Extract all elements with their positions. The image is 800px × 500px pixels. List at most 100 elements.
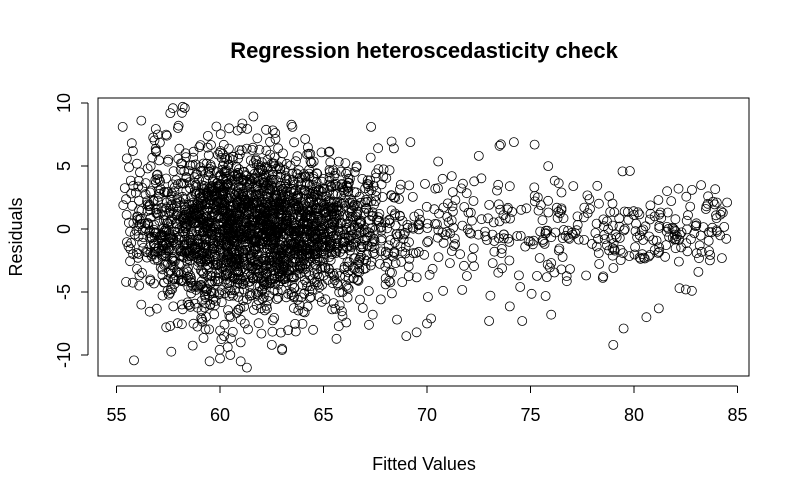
data-point <box>180 152 191 163</box>
data-point <box>278 148 288 159</box>
data-point <box>587 238 597 249</box>
data-point <box>304 248 315 259</box>
data-point <box>413 220 424 230</box>
data-point <box>304 179 315 190</box>
data-point <box>167 103 178 114</box>
data-point <box>220 269 231 280</box>
data-point <box>721 233 732 244</box>
data-point <box>328 298 339 309</box>
data-point <box>422 292 433 302</box>
data-point <box>175 276 186 286</box>
data-point <box>158 223 169 234</box>
data-point <box>324 167 335 177</box>
data-point <box>529 139 540 150</box>
data-point <box>316 223 326 234</box>
data-point <box>552 202 562 213</box>
data-point <box>313 279 323 290</box>
data-point <box>271 294 282 305</box>
data-point <box>204 356 215 367</box>
data-point <box>473 150 484 161</box>
data-point <box>171 198 182 209</box>
data-point <box>662 221 672 232</box>
data-point <box>137 182 148 193</box>
data-point <box>468 243 479 254</box>
data-point <box>292 169 303 180</box>
data-point <box>248 304 259 315</box>
data-point <box>287 184 298 195</box>
data-point <box>135 167 145 178</box>
data-point <box>228 248 239 259</box>
data-point <box>256 213 267 224</box>
data-point <box>133 175 144 186</box>
data-point <box>235 207 246 218</box>
data-point <box>464 227 475 238</box>
x-tick-label: 85 <box>727 405 747 425</box>
data-point <box>495 139 506 150</box>
data-point <box>133 195 144 206</box>
data-point <box>704 246 714 256</box>
data-point <box>229 260 240 271</box>
data-point <box>670 214 681 225</box>
data-point <box>365 175 376 186</box>
data-point <box>203 241 214 252</box>
data-point <box>394 184 405 195</box>
data-point <box>294 300 305 311</box>
data-point <box>653 195 664 205</box>
data-point <box>338 243 349 254</box>
data-point <box>703 235 714 246</box>
data-point <box>378 164 389 175</box>
data-point <box>320 241 331 252</box>
data-point <box>355 244 366 255</box>
data-point <box>593 248 604 259</box>
data-point <box>607 250 618 261</box>
data-point <box>431 219 442 230</box>
data-point <box>196 313 207 323</box>
data-point <box>669 234 680 245</box>
data-point <box>247 256 258 267</box>
data-point <box>558 225 569 235</box>
data-point <box>534 253 545 263</box>
data-point <box>355 197 366 208</box>
data-point <box>381 173 392 184</box>
data-point <box>320 294 331 305</box>
data-point <box>493 199 504 210</box>
data-point <box>278 231 289 242</box>
data-point <box>317 191 328 202</box>
data-point <box>400 242 411 252</box>
data-point <box>717 253 727 264</box>
data-point <box>156 249 167 259</box>
data-point <box>484 199 495 210</box>
data-point <box>614 213 625 224</box>
data-point <box>386 288 397 299</box>
data-point <box>591 218 602 229</box>
data-point <box>623 206 633 217</box>
data-point <box>408 248 419 259</box>
data-point <box>189 172 200 183</box>
data-point <box>689 228 700 239</box>
data-point <box>539 238 550 249</box>
data-point <box>151 170 162 181</box>
data-point <box>159 237 169 248</box>
data-point <box>339 187 350 197</box>
data-point <box>177 158 188 169</box>
data-point <box>630 242 640 253</box>
data-point <box>664 231 674 242</box>
data-point <box>273 161 284 172</box>
data-point <box>321 248 331 259</box>
data-point <box>560 230 571 241</box>
data-point <box>144 199 155 210</box>
data-point <box>200 221 211 232</box>
data-point <box>703 191 713 202</box>
data-point <box>495 204 506 215</box>
data-point <box>234 149 245 160</box>
data-point <box>313 226 324 236</box>
data-point <box>266 339 277 350</box>
data-point <box>206 286 216 297</box>
data-point <box>169 226 180 237</box>
data-point <box>594 259 605 269</box>
data-point <box>457 284 468 295</box>
data-point <box>422 218 433 229</box>
data-point <box>273 224 284 235</box>
data-point <box>546 309 557 320</box>
data-point <box>273 292 284 303</box>
